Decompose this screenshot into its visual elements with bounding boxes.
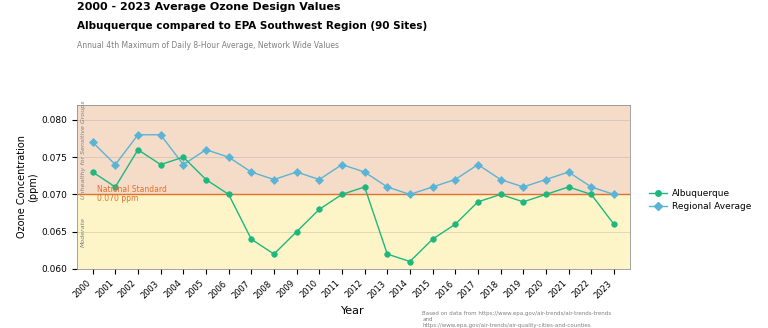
Bar: [77, 105, 630, 195]
Text: Based on data from https://www.epa.gov/air-trends/air-trends-trends
and
https://: Based on data from https://www.epa.gov/a…: [422, 311, 611, 328]
Text: National Standard: National Standard: [98, 185, 167, 194]
Y-axis label: Ozone Concentration
(ppm): Ozone Concentration (ppm): [17, 135, 38, 238]
Text: Albuquerque compared to EPA Southwest Region (90 Sites): Albuquerque compared to EPA Southwest Re…: [77, 21, 427, 31]
Bar: [77, 195, 630, 269]
Text: 2000 - 2023 Average Ozone Design Values: 2000 - 2023 Average Ozone Design Values: [77, 2, 340, 11]
Legend: Albuquerque, Regional Average: Albuquerque, Regional Average: [645, 185, 754, 215]
Text: Moderate: Moderate: [81, 217, 86, 247]
Text: 0.070 ppm: 0.070 ppm: [98, 194, 138, 203]
X-axis label: Year: Year: [342, 306, 365, 316]
Text: Unhealthy for Sensitive Groups: Unhealthy for Sensitive Groups: [81, 100, 86, 199]
Text: Annual 4th Maximum of Daily 8-Hour Average, Network Wide Values: Annual 4th Maximum of Daily 8-Hour Avera…: [77, 41, 339, 50]
